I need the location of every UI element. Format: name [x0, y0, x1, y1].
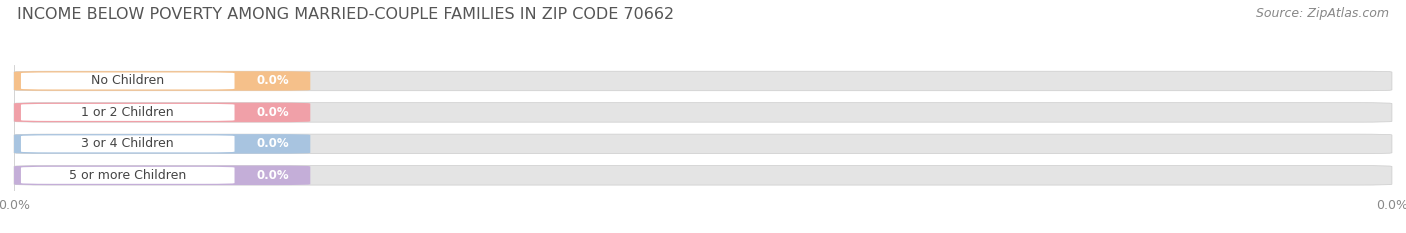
- Text: 0.0%: 0.0%: [256, 169, 288, 182]
- FancyBboxPatch shape: [14, 103, 1392, 122]
- FancyBboxPatch shape: [14, 166, 1392, 185]
- FancyBboxPatch shape: [14, 134, 1392, 154]
- Text: 1 or 2 Children: 1 or 2 Children: [82, 106, 174, 119]
- FancyBboxPatch shape: [14, 103, 311, 122]
- FancyBboxPatch shape: [14, 71, 1392, 91]
- Text: Source: ZipAtlas.com: Source: ZipAtlas.com: [1256, 7, 1389, 20]
- FancyBboxPatch shape: [21, 167, 235, 184]
- Text: 3 or 4 Children: 3 or 4 Children: [82, 137, 174, 150]
- FancyBboxPatch shape: [21, 135, 235, 152]
- Text: 0.0%: 0.0%: [256, 137, 288, 150]
- Text: INCOME BELOW POVERTY AMONG MARRIED-COUPLE FAMILIES IN ZIP CODE 70662: INCOME BELOW POVERTY AMONG MARRIED-COUPL…: [17, 7, 673, 22]
- FancyBboxPatch shape: [14, 166, 311, 185]
- Text: No Children: No Children: [91, 75, 165, 87]
- Text: 0.0%: 0.0%: [256, 75, 288, 87]
- FancyBboxPatch shape: [14, 134, 311, 154]
- FancyBboxPatch shape: [21, 72, 235, 89]
- Text: 0.0%: 0.0%: [256, 106, 288, 119]
- FancyBboxPatch shape: [14, 71, 311, 91]
- Text: 5 or more Children: 5 or more Children: [69, 169, 187, 182]
- FancyBboxPatch shape: [21, 104, 235, 121]
